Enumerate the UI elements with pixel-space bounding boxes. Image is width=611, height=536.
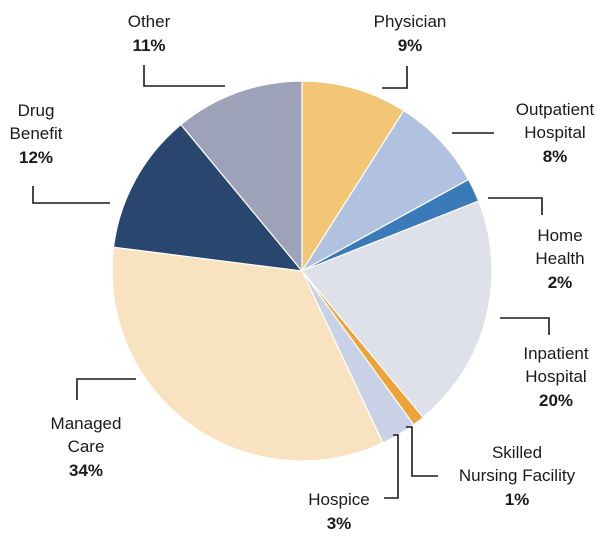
slice-label-other: Other 11% bbox=[128, 12, 171, 55]
slice-label-text: Care bbox=[68, 437, 105, 456]
slice-label-home-health: Home Health 2% bbox=[535, 226, 584, 292]
slice-inpatient bbox=[301, 200, 493, 419]
slice-label-text: Health bbox=[535, 249, 584, 268]
slice-label-text: Drug bbox=[18, 101, 55, 120]
slice-percent: 34% bbox=[69, 461, 103, 480]
slice-percent: 2% bbox=[548, 273, 573, 292]
slice-label-text: Hospital bbox=[525, 367, 586, 386]
slice-percent: 3% bbox=[327, 514, 352, 533]
slice-label-text: Home bbox=[537, 226, 582, 245]
slice-physician bbox=[301, 80, 405, 274]
leader-lines bbox=[32, 65, 550, 499]
pie-slices bbox=[111, 80, 493, 462]
slice-label-hospice: Hospice 3% bbox=[308, 490, 369, 533]
leader-line-physician bbox=[382, 66, 408, 89]
slice-label-drug-benefit: Drug Benefit 12% bbox=[10, 101, 63, 167]
slice-label-text: Managed bbox=[51, 414, 122, 433]
leader-line-inpatient bbox=[500, 317, 550, 335]
slice-outpatient bbox=[301, 109, 470, 272]
slice-label-text: Nursing Facility bbox=[459, 466, 576, 485]
slice-label-text: Benefit bbox=[10, 124, 63, 143]
leader-line-hospice bbox=[384, 434, 399, 499]
leader-line-other bbox=[143, 65, 225, 87]
slice-label-skilled-nursing: Skilled Nursing Facility 1% bbox=[459, 443, 576, 509]
slice-label-text: Other bbox=[128, 12, 171, 31]
slice-label-physician: Physician 9% bbox=[374, 12, 447, 55]
slice-other bbox=[180, 80, 303, 273]
slice-managed-care bbox=[111, 246, 384, 462]
slice-percent: 20% bbox=[539, 391, 573, 410]
slice-label-text: Hospice bbox=[308, 490, 369, 509]
slice-label-text: Hospital bbox=[524, 123, 585, 142]
leader-line-managed-care bbox=[76, 378, 136, 400]
leader-line-drug-benefit bbox=[32, 186, 110, 204]
slice-label-text: Skilled bbox=[492, 443, 542, 462]
slice-labels: Physician 9% Outpatient Hospital 8% Home Healt… bbox=[10, 12, 595, 533]
leader-line-home-health bbox=[488, 197, 543, 215]
slice-label-inpatient: Inpatient Hospital 20% bbox=[523, 344, 588, 410]
slice-percent: 9% bbox=[398, 36, 423, 55]
slice-percent: 1% bbox=[505, 490, 530, 509]
slice-label-outpatient: Outpatient Hospital 8% bbox=[516, 100, 595, 166]
leader-line-skilled-nursing bbox=[406, 426, 438, 477]
slice-label-text: Outpatient bbox=[516, 100, 595, 119]
slice-label-managed-care: Managed Care 34% bbox=[51, 414, 122, 480]
slice-label-text: Physician bbox=[374, 12, 447, 31]
slice-percent: 8% bbox=[543, 147, 568, 166]
slice-percent: 12% bbox=[19, 148, 53, 167]
slice-label-text: Inpatient bbox=[523, 344, 588, 363]
slice-percent: 11% bbox=[132, 36, 165, 55]
slice-drug-benefit bbox=[112, 123, 304, 272]
